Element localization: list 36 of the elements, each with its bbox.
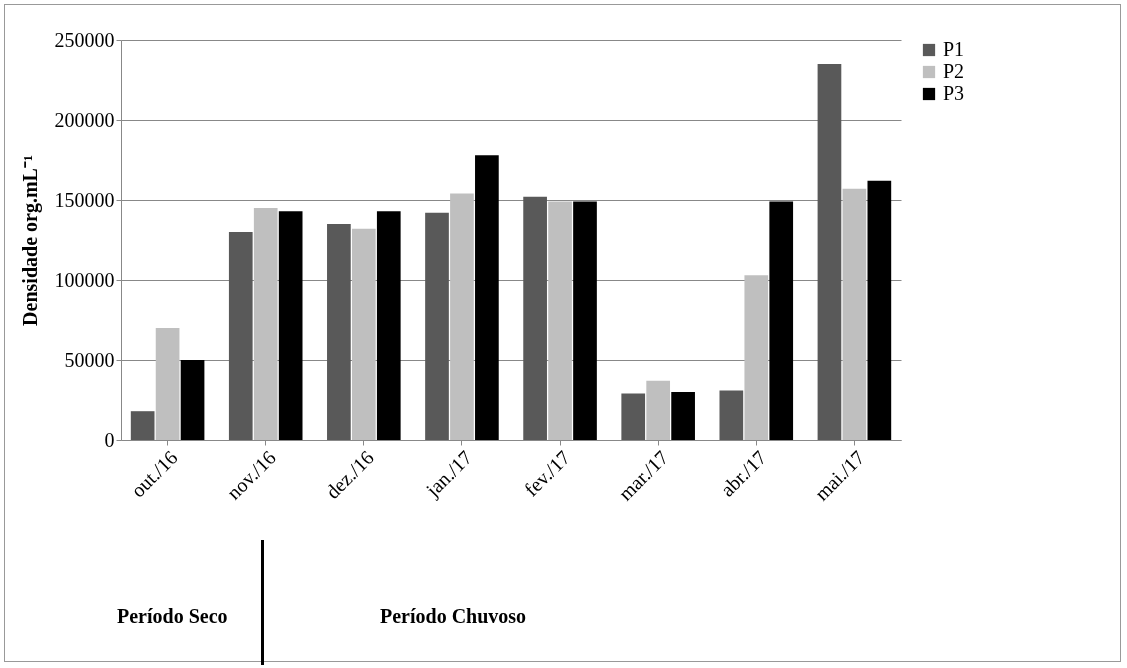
bar (646, 380, 671, 440)
bar (523, 196, 547, 440)
bar (450, 193, 474, 440)
bar (671, 392, 695, 440)
legend-label: P2 (943, 60, 965, 82)
y-axis-title: Densidade org.mL⁻¹ (18, 155, 42, 326)
y-tick-label: 100000 (54, 268, 115, 291)
text: Período Chuvoso (380, 605, 527, 628)
bar (573, 201, 597, 440)
legend-label: P1 (943, 38, 965, 60)
bar (155, 328, 180, 440)
bar (228, 232, 253, 440)
text: Período Seco (117, 605, 228, 628)
bar (842, 188, 867, 440)
bar (425, 212, 449, 440)
bar (475, 155, 499, 440)
bar (817, 64, 842, 440)
bar (351, 228, 376, 440)
y-tick-label: 0 (104, 428, 115, 451)
y-tick-label: 50000 (64, 348, 115, 371)
bar (180, 360, 205, 440)
legend-label: P3 (943, 82, 965, 104)
y-tick-label: 200000 (54, 108, 115, 131)
bar (376, 211, 401, 440)
bar (867, 180, 892, 440)
bar (327, 224, 351, 440)
bar (621, 393, 646, 440)
bar (719, 390, 744, 440)
bar (744, 275, 769, 440)
bar (278, 211, 303, 440)
y-tick-label: 250000 (54, 28, 115, 51)
bar (769, 201, 794, 440)
bar (130, 411, 155, 440)
y-tick-label: 150000 (54, 188, 115, 211)
bar (253, 208, 278, 440)
bar (548, 201, 572, 440)
